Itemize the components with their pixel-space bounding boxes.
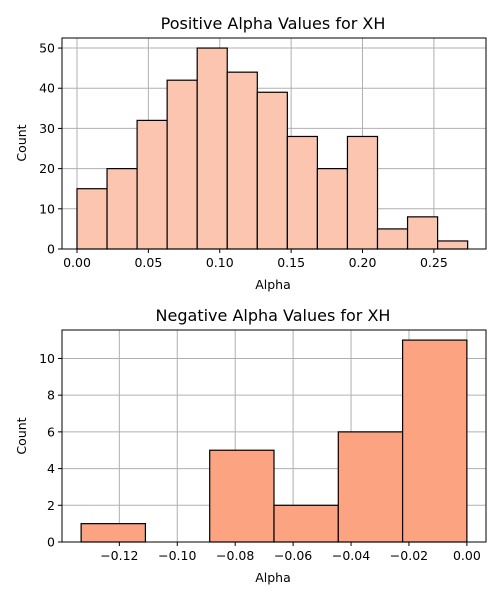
- x-tick-label: −0.08: [216, 548, 254, 563]
- y-axis-label: Count: [14, 417, 29, 454]
- x-tick-label: −0.02: [390, 548, 428, 563]
- histogram-bar: [76, 188, 108, 250]
- y-tick-label: 0: [47, 535, 55, 550]
- x-tick-label: −0.12: [100, 548, 138, 563]
- x-tick-label: 0.05: [134, 255, 162, 270]
- chart-title: Negative Alpha Values for XH: [156, 306, 391, 325]
- histogram-bar: [196, 47, 228, 250]
- histogram-bar: [256, 91, 288, 250]
- histogram-bar: [346, 135, 379, 250]
- x-tick-label: −0.04: [332, 548, 370, 563]
- y-tick-label: 0: [47, 242, 55, 257]
- x-ticks: −0.12 −0.10 −0.08 −0.06 −0.04 −0.02 0.00: [100, 542, 481, 563]
- histogram-bar: [316, 168, 349, 250]
- x-tick-label: 0.20: [349, 255, 377, 270]
- histogram-bar: [166, 79, 198, 250]
- histogram-bar: [406, 216, 439, 250]
- histogram-bar: [273, 504, 339, 543]
- y-tick-label: 10: [39, 201, 55, 216]
- y-ticks: 0 2 4 6 8 10: [39, 351, 62, 550]
- chart-title: Positive Alpha Values for XH: [161, 14, 386, 33]
- plot-frame: [61, 37, 487, 250]
- x-tick-label: 0.10: [206, 255, 234, 270]
- y-tick-label: 4: [47, 461, 55, 476]
- y-tick-label: 2: [47, 498, 55, 513]
- y-tick-label: 40: [39, 81, 55, 96]
- histogram-bar: [286, 135, 318, 250]
- y-tick-label: 10: [39, 351, 55, 366]
- histogram-bar: [106, 168, 138, 250]
- y-tick-label: 6: [47, 424, 55, 439]
- histogram-bar: [376, 228, 409, 250]
- histogram-bar: [136, 119, 168, 250]
- x-tick-label: −0.10: [158, 548, 196, 563]
- y-tick-label: 8: [47, 388, 55, 403]
- x-axis-label: Alpha: [255, 570, 291, 585]
- x-axis-label: Alpha: [255, 277, 291, 292]
- plot-frame: [61, 329, 487, 543]
- x-tick-label: 0.15: [277, 255, 305, 270]
- histogram-bar: [337, 431, 404, 543]
- bars: [80, 339, 468, 543]
- histogram-bar: [401, 339, 468, 543]
- x-ticks: 0.00 0.05 0.10 0.15 0.20 0.25: [63, 249, 448, 270]
- x-tick-label: 0.00: [453, 548, 481, 563]
- chart-negative: Negative Alpha Values for XH −0.12 −0.10−…: [14, 306, 487, 585]
- x-tick-label: 0.25: [420, 255, 448, 270]
- histogram-bar: [226, 71, 258, 250]
- histogram-bar: [80, 523, 147, 543]
- y-tick-label: 50: [39, 41, 55, 56]
- x-tick-label: 0.00: [63, 255, 91, 270]
- histogram-bar: [437, 240, 469, 250]
- x-tick-label: −0.06: [274, 548, 312, 563]
- y-tick-label: 20: [39, 161, 55, 176]
- y-tick-label: 30: [39, 121, 55, 136]
- y-ticks: 0 10 20 30 40 50: [39, 41, 62, 257]
- histogram-bar: [209, 449, 275, 543]
- bars: [76, 47, 469, 250]
- chart-positive: Positive Alpha Values for XH 0.00 0.05 0.1…: [14, 14, 487, 292]
- y-axis-label: Count: [14, 124, 29, 161]
